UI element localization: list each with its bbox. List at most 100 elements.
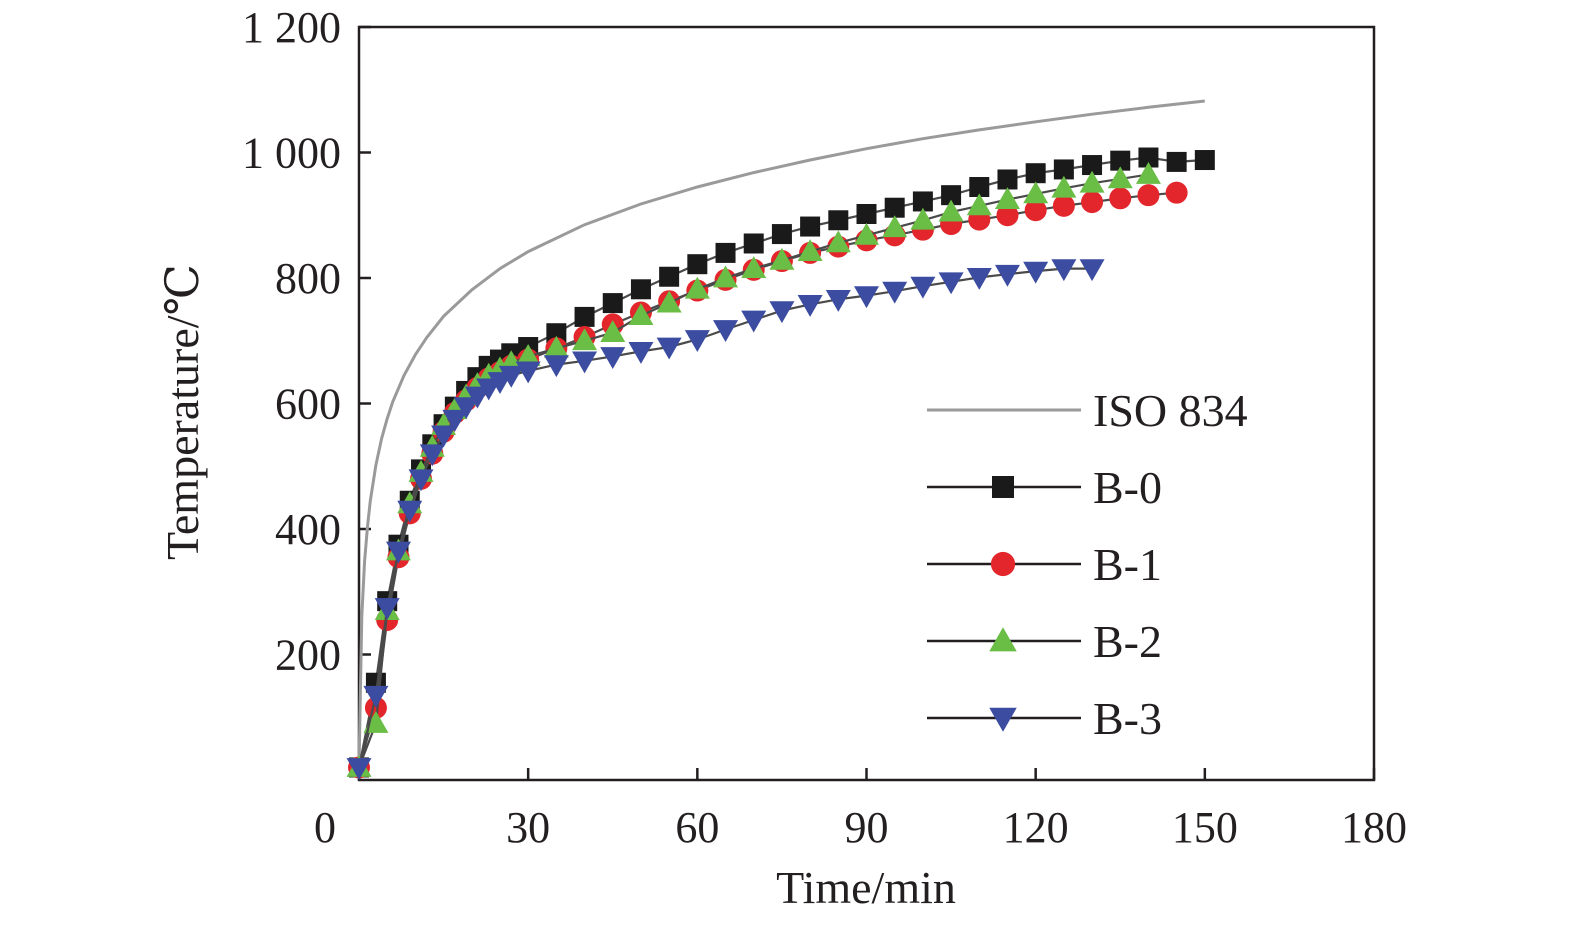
data-point <box>1051 259 1077 282</box>
data-point <box>1079 259 1105 282</box>
data-point <box>882 215 908 238</box>
data-point <box>769 301 795 324</box>
data-point <box>996 204 1019 227</box>
data-point <box>602 293 623 314</box>
data-point <box>346 758 372 780</box>
data-point <box>769 247 795 270</box>
data-point <box>1053 159 1074 180</box>
legend-marker <box>989 707 1017 732</box>
x-tick-label: 120 <box>1003 803 1069 852</box>
data-point <box>1023 261 1049 284</box>
y-axis-title: Temperature/℃ <box>157 264 208 560</box>
data-point <box>687 254 708 275</box>
data-point <box>1082 155 1103 176</box>
data-point <box>1025 163 1046 184</box>
data-point <box>969 177 990 198</box>
legend-item: ISO 834 <box>927 385 1248 436</box>
data-point <box>1138 147 1159 168</box>
data-point <box>713 320 739 342</box>
data-point <box>912 191 933 212</box>
data-point <box>656 290 682 313</box>
data-point <box>684 276 710 299</box>
data-point <box>854 222 879 245</box>
x-tick-label: 0 <box>314 803 336 852</box>
data-point <box>938 272 964 295</box>
data-point <box>546 323 567 344</box>
legend-label: ISO 834 <box>1093 385 1248 436</box>
data-point <box>966 193 992 216</box>
y-tick-label: 1 200 <box>242 3 341 52</box>
x-axis: 0 30 60 90 120 150 180 <box>314 768 1407 852</box>
y-tick-label: 400 <box>275 505 341 554</box>
series-b-3 <box>346 259 1105 780</box>
data-point <box>1165 181 1188 204</box>
legend-label: B-1 <box>1093 539 1162 590</box>
data-point <box>1194 150 1215 171</box>
series-layer <box>346 99 1215 780</box>
x-tick-label: 60 <box>675 803 719 852</box>
x-tick-label: 150 <box>1172 803 1238 852</box>
x-tick-label: 90 <box>845 803 889 852</box>
data-point <box>431 425 457 448</box>
legend-item: B-2 <box>927 616 1162 667</box>
data-point <box>574 306 595 327</box>
x-tick-label: 30 <box>506 803 550 852</box>
series-line <box>357 99 1205 768</box>
series-b-0 <box>349 147 1215 778</box>
data-point <box>882 281 908 304</box>
legend-label: B-0 <box>1093 462 1162 513</box>
data-point <box>741 310 767 333</box>
data-point <box>797 239 823 262</box>
data-point <box>1024 199 1047 222</box>
data-point <box>374 598 400 620</box>
data-point <box>713 265 739 288</box>
data-point <box>385 541 411 564</box>
series-line <box>357 267 1093 768</box>
y-tick-label: 600 <box>275 380 341 429</box>
data-point <box>966 267 992 290</box>
data-point <box>854 286 879 309</box>
data-point <box>1052 194 1075 217</box>
data-point <box>1079 170 1105 193</box>
data-point <box>656 337 682 360</box>
data-point <box>515 361 541 384</box>
legend-item: B-1 <box>927 539 1162 590</box>
data-point <box>941 185 962 206</box>
legend-item: B-0 <box>927 462 1162 513</box>
data-point <box>997 169 1018 190</box>
data-point <box>600 320 626 342</box>
data-point <box>1023 181 1049 204</box>
data-point <box>825 230 851 253</box>
data-point <box>364 696 387 719</box>
data-point <box>1051 175 1077 198</box>
data-point <box>453 397 479 420</box>
data-point <box>828 210 849 231</box>
data-point <box>1137 184 1160 207</box>
data-point <box>1110 150 1131 171</box>
data-point <box>600 347 626 369</box>
data-point <box>543 335 569 358</box>
data-point <box>442 409 468 432</box>
data-point <box>800 216 821 237</box>
data-point <box>543 355 569 378</box>
data-point <box>1109 187 1132 210</box>
x-axis-title: Time/min <box>776 862 956 913</box>
data-point <box>910 276 936 299</box>
data-point <box>910 207 936 230</box>
legend-item: B-3 <box>927 693 1162 744</box>
data-point <box>1135 161 1161 184</box>
y-axis: 200 400 600 800 1 000 1 200 <box>242 3 371 680</box>
data-point <box>825 289 851 312</box>
legend: ISO 834 B-0 B-1 B-2 B-3 <box>927 385 1248 744</box>
data-point <box>397 500 423 523</box>
data-point <box>515 343 541 366</box>
data-point <box>630 279 651 300</box>
data-point <box>408 469 434 492</box>
legend-label: B-3 <box>1093 693 1162 744</box>
data-point <box>771 224 792 245</box>
data-point <box>797 294 823 317</box>
series-line <box>357 191 1177 768</box>
data-point <box>1081 191 1104 214</box>
data-point <box>741 256 767 278</box>
